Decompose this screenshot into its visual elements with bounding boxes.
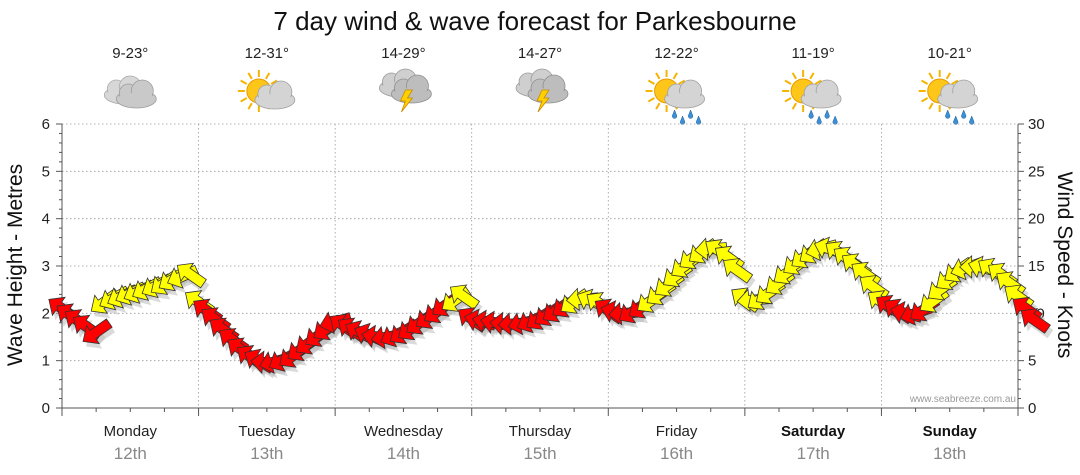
sun-ray [678,79,686,85]
partly-cloudy-sun-icon [237,70,296,112]
sun-cloud-rain-icon [645,70,705,125]
temperature-label: 14-29° [381,45,425,62]
cloud-part [938,93,977,107]
sun-ray [647,79,655,85]
cloud-part [802,93,841,107]
day-date-label: 12th [114,444,147,463]
wind-arrow [82,318,113,345]
sun-ray [809,72,815,80]
sun-ray [951,79,959,85]
watermark: www.seabreeze.com.au [909,394,1016,405]
day-name-label: Sunday [923,423,978,440]
sun-ray [240,97,248,103]
temperature-label: 11-19° [792,45,835,62]
y-right-tick-label: 0 [1028,400,1036,417]
rain-drop [696,115,702,125]
day-name-label: Tuesday [238,423,295,440]
rain-drop [945,109,951,119]
wind-arrow [176,262,207,289]
sun-ray [921,79,929,85]
sun-ray [655,72,661,80]
day-name-label: Saturday [781,423,846,440]
y-right-tick-label: 25 [1028,163,1045,180]
temperature-labels: 9-23° 12-31° 14-29° 14-27° 12-22° 11-19° 10-21… [112,45,972,62]
day-date-label: 13th [250,444,283,463]
y-left-tick-label: 3 [42,258,50,275]
y-right-label: Wind Speed - Knots [1053,172,1076,359]
day-name-label: Friday [656,423,698,440]
sun-ray [270,79,278,85]
day-date-label: 16th [660,444,693,463]
sun-ray [791,102,798,110]
y-left-tick-label: 0 [42,400,50,417]
chart-title: 7 day wind & wave forecast for Parkesbou… [273,6,796,36]
cloud-part [255,94,294,108]
sun-ray [928,102,934,110]
sun-ray [784,97,792,103]
y-right-tick-label: 15 [1028,258,1045,275]
temperature-label: 10-21° [928,45,972,62]
day-name-label: Thursday [509,423,572,440]
rain-drop [953,115,959,125]
sun-ray [264,72,271,80]
day-date-label: 17th [797,444,830,463]
thunderstorm-icon [379,68,432,113]
day-name-label: Wednesday [364,423,443,440]
temperature-label: 12-31° [245,45,289,62]
grid [62,123,1018,408]
wind-arrow [1020,308,1051,334]
sun-cloud-rain-icon [918,70,979,125]
lightning-bolt [536,89,550,113]
sun-ray [247,72,253,80]
rain-drop [680,115,686,125]
wind-arrows [48,236,1051,375]
sun-cloud-rain-icon [782,70,842,125]
rain-drop [832,115,838,125]
rain-drop [969,115,975,125]
sun-ray [655,102,661,110]
sun-ray [784,79,792,85]
temperature-label: 12-22° [654,45,698,62]
rain-drop [816,115,822,125]
sun-ray [240,79,248,85]
sun-ray [672,72,678,80]
day-date-label: 14th [387,444,420,463]
sun-ray [814,79,822,85]
sun-ray [928,72,934,80]
rain-drop [808,109,814,119]
y-left-tick-label: 6 [42,116,50,133]
rain-drop [688,109,694,119]
y-right-tick-label: 20 [1028,211,1045,228]
wind-arrow [449,284,481,311]
day-date-label: 15th [523,444,556,463]
lightning-bolt [399,89,414,113]
sun-ray [647,97,655,103]
day-date-label: 18th [933,444,966,463]
y-right-tick-label: 5 [1028,353,1036,370]
rain-drop [961,109,967,119]
temperature-label: 9-23° [112,45,148,62]
sun-ray [921,97,929,103]
rain-drop [824,109,830,119]
y-left-tick-label: 5 [42,163,50,180]
y-right-tick-label: 30 [1028,116,1045,133]
y-left-tick-label: 1 [42,353,50,370]
thunderstorm-icon [515,68,569,113]
day-name-label: Monday [104,423,158,440]
wind-arrow [723,257,754,284]
y-left-tick-label: 4 [42,211,50,228]
day-labels: Monday 12th Tuesday 13th Wednesday 14th Thursd… [104,423,978,463]
y-left-label: Wave Height - Metres [4,164,27,366]
cloudy-icon [103,75,157,109]
cloud-part [117,93,156,107]
sun-ray [791,72,798,80]
rain-drop [672,109,678,119]
sun-ray [247,102,253,110]
sun-ray [945,72,952,80]
weather-icons [103,68,979,125]
cloud-part [665,93,704,107]
y-left-tick-label: 2 [42,305,50,322]
temperature-label: 14-27° [518,45,562,62]
